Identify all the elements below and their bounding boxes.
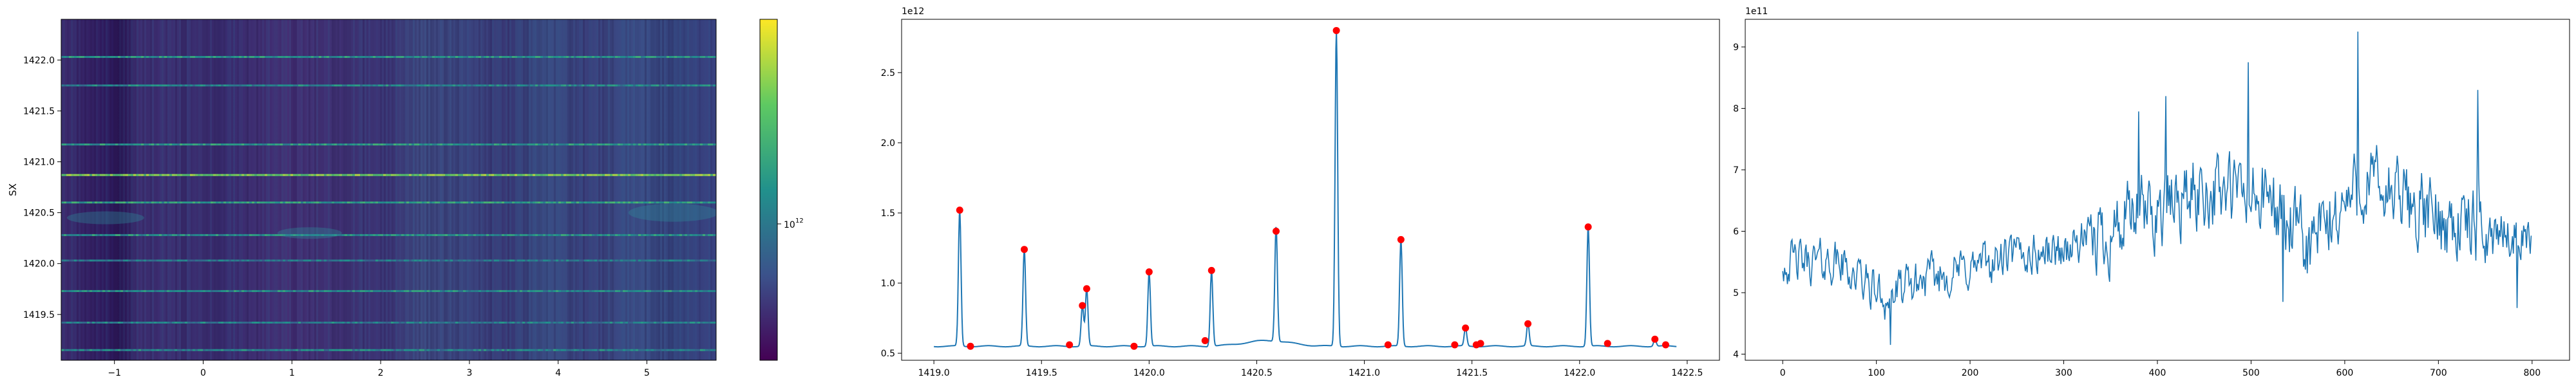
spectrum-plot-area [901,19,1720,361]
peak-marker [1066,341,1074,349]
heatmap-bright-row [61,259,716,262]
2-x-tick-label: 600 [2336,368,2354,378]
2-x-tick-label: 400 [2149,368,2166,378]
peak-marker [1662,341,1669,349]
series-y-tick-label: 8 [1733,104,1739,114]
peak-marker [1604,340,1611,347]
heatmap-bright-row [61,84,716,87]
0-x-tick-label: 5 [644,368,650,378]
series-y-tick-label: 5 [1733,288,1739,299]
peak-marker [1651,335,1659,343]
spectrum-y-tick-label: 2.0 [881,138,895,149]
0-x-tick-label: 1 [289,368,295,378]
peak-spectrum-panel: 1419.0 1419.5 1420.0 1420.5 1421.0 1421.5 1422… [881,6,1720,378]
peak-marker [1397,235,1405,243]
spectrum-y-tick-label: 0.5 [881,349,895,359]
spectrum-line [933,31,1677,348]
1-x-tick-label: 1421.0 [1349,368,1380,378]
series-y-tick-label: 6 [1733,226,1739,237]
spectrum-y-tick-label: 1.0 [881,279,895,289]
series-y-tick-label: 7 [1733,165,1739,176]
heatmap-feature [628,203,716,222]
peak-marker [1462,324,1470,332]
heatmap-bright-row [61,174,716,176]
heatmap-y-tick-label: 1421.5 [23,106,55,116]
heatmap-bright-row [61,349,716,351]
heatmap-y-tick-label: 1420.5 [23,208,55,219]
heatmap-feature [66,211,144,225]
peak-marker [1145,268,1153,276]
peak-marker [1273,227,1280,235]
peak-marker [1201,336,1209,344]
1-x-tick-label: 1422.0 [1564,368,1595,378]
heatmap-y-tick-label: 1419.5 [23,310,55,320]
spectrum-y-tick-label: 2.5 [881,68,895,78]
series-offset-label: 1e11 [1745,6,1768,17]
heatmap-bright-row [61,234,716,236]
colorbar [759,19,778,361]
1-x-tick-label: 1422.5 [1671,368,1703,378]
noisy-series-panel: 0 100 200 300 400 500 600 700 800 4 5 6 7 8 9 1e11 [1733,6,2570,378]
2-x-tick-label: 100 [1868,368,1885,378]
0-x-tick-label: −1 [108,368,121,378]
heatmap-bright-row [61,290,716,292]
peak-marker [1451,341,1459,349]
series-y-tick-label: 4 [1733,349,1739,360]
1-x-tick-label: 1420.0 [1133,368,1165,378]
heatmap-bright-row [61,201,716,204]
peak-marker [956,207,963,214]
peak-marker [967,342,974,350]
heatmap-y-axis-label: SX [7,183,19,196]
0-x-tick-label: 2 [378,368,384,378]
peak-marker [1584,223,1592,231]
peak-marker [1524,320,1532,327]
2-x-tick-label: 300 [2055,368,2072,378]
peak-marker [1477,340,1484,347]
heatmap-frame [61,19,717,361]
heatmap-panel: −1 0 1 2 3 4 5 1419.51420.01420.51421.01421.51… [7,19,804,378]
0-x-tick-label: 3 [466,368,472,378]
colorbar-tick-label: 10 [784,220,795,230]
1-x-tick-label: 1419.0 [918,368,950,378]
heatmap-background [61,19,716,360]
series-y-tick-label: 9 [1733,42,1739,53]
noisy-series-line [1782,32,2532,345]
2-x-tick-label: 700 [2430,368,2447,378]
0-x-tick-label: 4 [555,368,561,378]
peak-marker [1083,285,1090,293]
2-x-tick-label: 800 [2523,368,2541,378]
heatmap-feature [277,227,342,239]
2-x-tick-label: 500 [2242,368,2260,378]
heatmap-y-tick-label: 1420.0 [23,259,55,270]
peak-marker [1130,342,1138,350]
heatmap-bright-row [61,143,716,146]
heatmap-y-tick-label: 1422.0 [23,55,55,66]
heatmap-bright-row [61,56,716,59]
peak-marker [1384,341,1392,349]
colorbar-tick-exponent: 12 [795,217,804,225]
series-plot-area [1745,19,2570,361]
1-x-tick-label: 1420.5 [1241,368,1273,378]
0-x-tick-label: 0 [200,368,206,378]
heatmap-bright-row [61,321,716,324]
1-x-tick-label: 1421.5 [1456,368,1488,378]
peak-marker [1332,26,1340,34]
1-x-tick-label: 1419.5 [1026,368,1057,378]
2-x-tick-label: 0 [1780,368,1786,378]
spectrum-y-tick-label: 1.5 [881,208,895,219]
peak-marker [1021,246,1028,253]
peak-marker [1208,266,1215,274]
heatmap-y-tick-label: 1421.0 [23,157,55,167]
spectrum-offset-label: 1e12 [902,6,924,17]
2-x-tick-label: 200 [1962,368,1979,378]
peak-marker [1079,302,1086,309]
